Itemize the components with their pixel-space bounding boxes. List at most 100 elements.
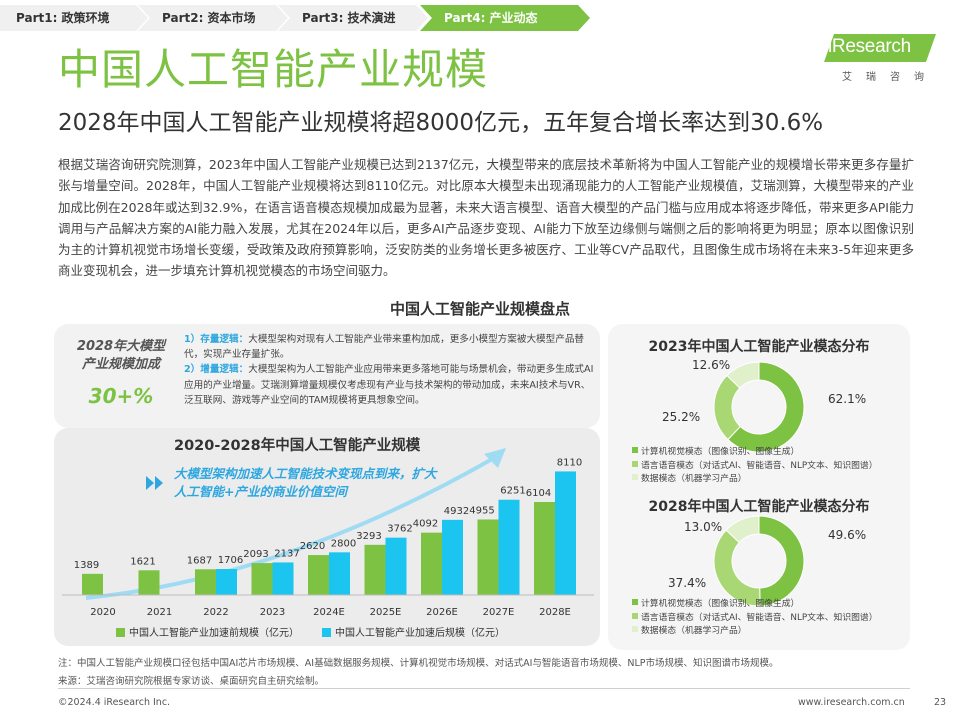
logo-brand: iResearch: [828, 36, 911, 57]
chart-note: 注：中国人工智能产业规模口径包括中国AI芯片市场规模、AI基础数据服务规模、计算…: [58, 658, 779, 669]
callout-item-stock-key: 1）存量逻辑：: [184, 334, 249, 345]
bar-label-before-2025E: 3293: [356, 531, 381, 542]
donut-2028-legend-language: 语言语音模态（对话式AI、智能语音、NLP文本、知识图谱）: [632, 612, 878, 626]
growth-arrow-head: [484, 448, 506, 468]
callout-panel: 2028年大模型 产业规模加成 30+% 1）存量逻辑：大模型架构对现有人工智能…: [54, 324, 600, 428]
tab-part1[interactable]: Part1: 政策环境: [0, 5, 148, 31]
bar-label-after-2027E: 6251: [500, 486, 525, 497]
callout-item-stock: 1）存量逻辑：大模型架构对现有人工智能产业带来重构加成，更多小模型方案被大模型产…: [184, 332, 594, 362]
x-tick-2021: 2021: [147, 607, 172, 618]
x-tick-labels: 2020 2021 2022 2023 2024E 2025E 2026E 2027E 2028…: [90, 607, 571, 618]
bar-label-after-2026E: 4932: [444, 506, 469, 517]
bar-after-2024E: [329, 552, 350, 595]
fast-forward-icon: [146, 476, 163, 490]
x-tick-2025E: 2025E: [370, 607, 402, 618]
bar-after-2027E: [498, 499, 520, 595]
donut-2023-legend-data: 数据模态（机器学习产品）: [632, 473, 878, 487]
donut-2023-legend-cv-label: 计算机视觉模态（图像识别、图像生成）: [641, 447, 800, 457]
bar-label-after-2025E: 3762: [387, 524, 412, 535]
chart-annotation-line2: 人工智能+产业的商业价值空间: [173, 484, 349, 499]
donut-2028-legend-cv: 计算机视觉模态（图像识别、图像生成）: [632, 598, 878, 612]
donut-2023-legend: 计算机视觉模态（图像识别、图像生成） 语言语音模态（对话式AI、智能语音、NLP…: [632, 446, 878, 487]
donut-2023-label-language: 25.2%: [662, 410, 701, 424]
bar-label-after-2028E: 8110: [557, 457, 582, 468]
donut-2028-title: 2028年中国人工智能产业模态分布: [648, 499, 870, 515]
callout-item-incremental-text: 大模型架构为人工智能产业应用带来更多落地可能与场景机会，带动更多生成式AI应用的…: [184, 364, 594, 406]
bar-before-2023: [251, 563, 273, 595]
x-tick-2022: 2022: [203, 607, 228, 618]
donut-2023-legend-cv: 计算机视觉模态（图像识别、图像生成）: [632, 446, 878, 460]
bar-after-2028E: [555, 471, 576, 595]
x-tick-2024E: 2024E: [313, 607, 345, 618]
tab-part2[interactable]: Part2: 资本市场: [138, 5, 288, 31]
footer-copyright: ©2024.4 iResearch Inc.: [58, 697, 171, 708]
bar-legend: 中国人工智能产业加速前规模（亿元） 中国人工智能产业加速后规模（亿元）: [116, 626, 505, 639]
callout-item-incremental: 2）增量逻辑：大模型架构为人工智能产业应用带来更多落地可能与场景机会，带动更多生…: [184, 362, 594, 408]
donut-2023-label-cv: 62.1%: [828, 392, 867, 406]
bar-label-after-2023: 2137: [274, 548, 299, 559]
logo-subtitle: 艾瑞咨询: [842, 72, 938, 83]
chart-annotation-line1: 大模型架构加速人工智能技术变现点到来，扩大: [174, 466, 438, 481]
section-title: 中国人工智能产业规模盘点: [389, 300, 570, 318]
bar-label-before-2028E: 6104: [526, 488, 551, 499]
tab-part3[interactable]: Part3: 技术演进: [278, 5, 428, 31]
donut-2028-legend-data-label: 数据模态（机器学习产品）: [641, 626, 747, 637]
tab-part4[interactable]: Part4: 产业动态: [420, 5, 590, 31]
bar-after-2023: [272, 562, 294, 595]
callout-title: 2028年大模型 产业规模加成: [66, 338, 176, 374]
bar-label-before-2026E: 4092: [413, 519, 438, 530]
donut-2023-legend-language-label: 语言语音模态（对话式AI、智能语音、NLP文本、知识图谱）: [641, 460, 878, 471]
donut-2023-slice-data: [726, 361, 760, 389]
donut-2028-legend-language-label: 语言语音模态（对话式AI、智能语音、NLP文本、知识图谱）: [641, 612, 878, 623]
bar-chart-title: 2020-2028年中国人工智能产业规模: [174, 436, 421, 454]
bar-before-2027E: [477, 519, 499, 595]
bar-label-after-2024E: 2800: [331, 538, 356, 549]
bar-before-2024E: [308, 555, 329, 595]
bar-after-2026E: [442, 519, 463, 595]
bar-label-before-2021: 1621: [130, 556, 155, 567]
chart-source: 来源：艾瑞咨询研究院根据专家访谈、桌面研究自主研究绘制。: [58, 676, 325, 687]
page-subtitle: 2028年中国人工智能产业规模将超8000亿元，五年复合增长率达到30.6%: [58, 110, 824, 136]
legend-swatch-after: [322, 628, 331, 637]
callout-value: 30+%: [88, 384, 154, 408]
bar-after-2025E: [385, 537, 407, 595]
bar-label-before-2020: 1389: [74, 560, 99, 571]
bar-before-2021: [138, 570, 160, 595]
bar-label-before-2027E: 4955: [469, 505, 494, 516]
footer-page-number: 23: [934, 697, 947, 708]
iresearch-logo: iResearch 艾瑞咨询: [824, 34, 942, 86]
bar-before-2026E: [421, 532, 442, 595]
donut-2023-slice-cv: [727, 361, 805, 453]
callout-item-stock-text: 大模型架构对现有人工智能产业带来重构加成，更多小模型方案被大模型产品替代，实现产…: [184, 334, 585, 361]
section-tabs: Part1: 政策环境 Part2: 资本市场 Part3: 技术演进 Part…: [0, 5, 600, 31]
bar-before-2020: [82, 573, 103, 595]
footer-divider: [58, 688, 910, 689]
bar-before-2028E: [534, 501, 555, 595]
x-tick-2026E: 2026E: [426, 607, 458, 618]
callout-title-line2: 产业规模加成: [81, 357, 160, 372]
bar-label-before-2022: 1687: [187, 555, 212, 566]
donut-2023-chart: [713, 361, 805, 453]
donut-2023-title: 2023年中国人工智能产业模态分布: [648, 339, 870, 355]
donut-2028-slice-cv: [758, 515, 805, 607]
donut-2028-slice-data: [725, 515, 760, 544]
x-tick-2027E: 2027E: [483, 607, 515, 618]
donut-2028-legend-cv-label: 计算机视觉模态（图像识别、图像生成）: [641, 599, 800, 609]
bar-label-before-2024E: 2620: [300, 541, 325, 552]
donut-2028-legend: 计算机视觉模态（图像识别、图像生成） 语言语音模态（对话式AI、智能语音、NLP…: [632, 598, 878, 639]
x-tick-2028E: 2028E: [539, 607, 571, 618]
footer-url: www.iresearch.com.cn: [798, 697, 905, 708]
callout-item-incremental-key: 2）增量逻辑：: [184, 364, 249, 376]
legend-swatch-before: [116, 628, 125, 637]
bar-label-before-2023: 2093: [243, 549, 268, 560]
page-title: 中国人工智能产业规模: [58, 45, 489, 94]
bar-before-2025E: [364, 544, 386, 595]
donut-2028-label-language: 37.4%: [668, 576, 707, 590]
donut-2028-label-cv: 49.6%: [828, 528, 867, 542]
x-tick-2020: 2020: [90, 607, 115, 618]
legend-label-before: 中国人工智能产业加速前规模（亿元）: [129, 626, 299, 639]
bar-label-after-2022: 1706: [218, 555, 243, 566]
logo-badge: [824, 34, 936, 62]
donut-2023-legend-language: 语言语音模态（对话式AI、智能语音、NLP文本、知识图谱）: [632, 460, 878, 474]
